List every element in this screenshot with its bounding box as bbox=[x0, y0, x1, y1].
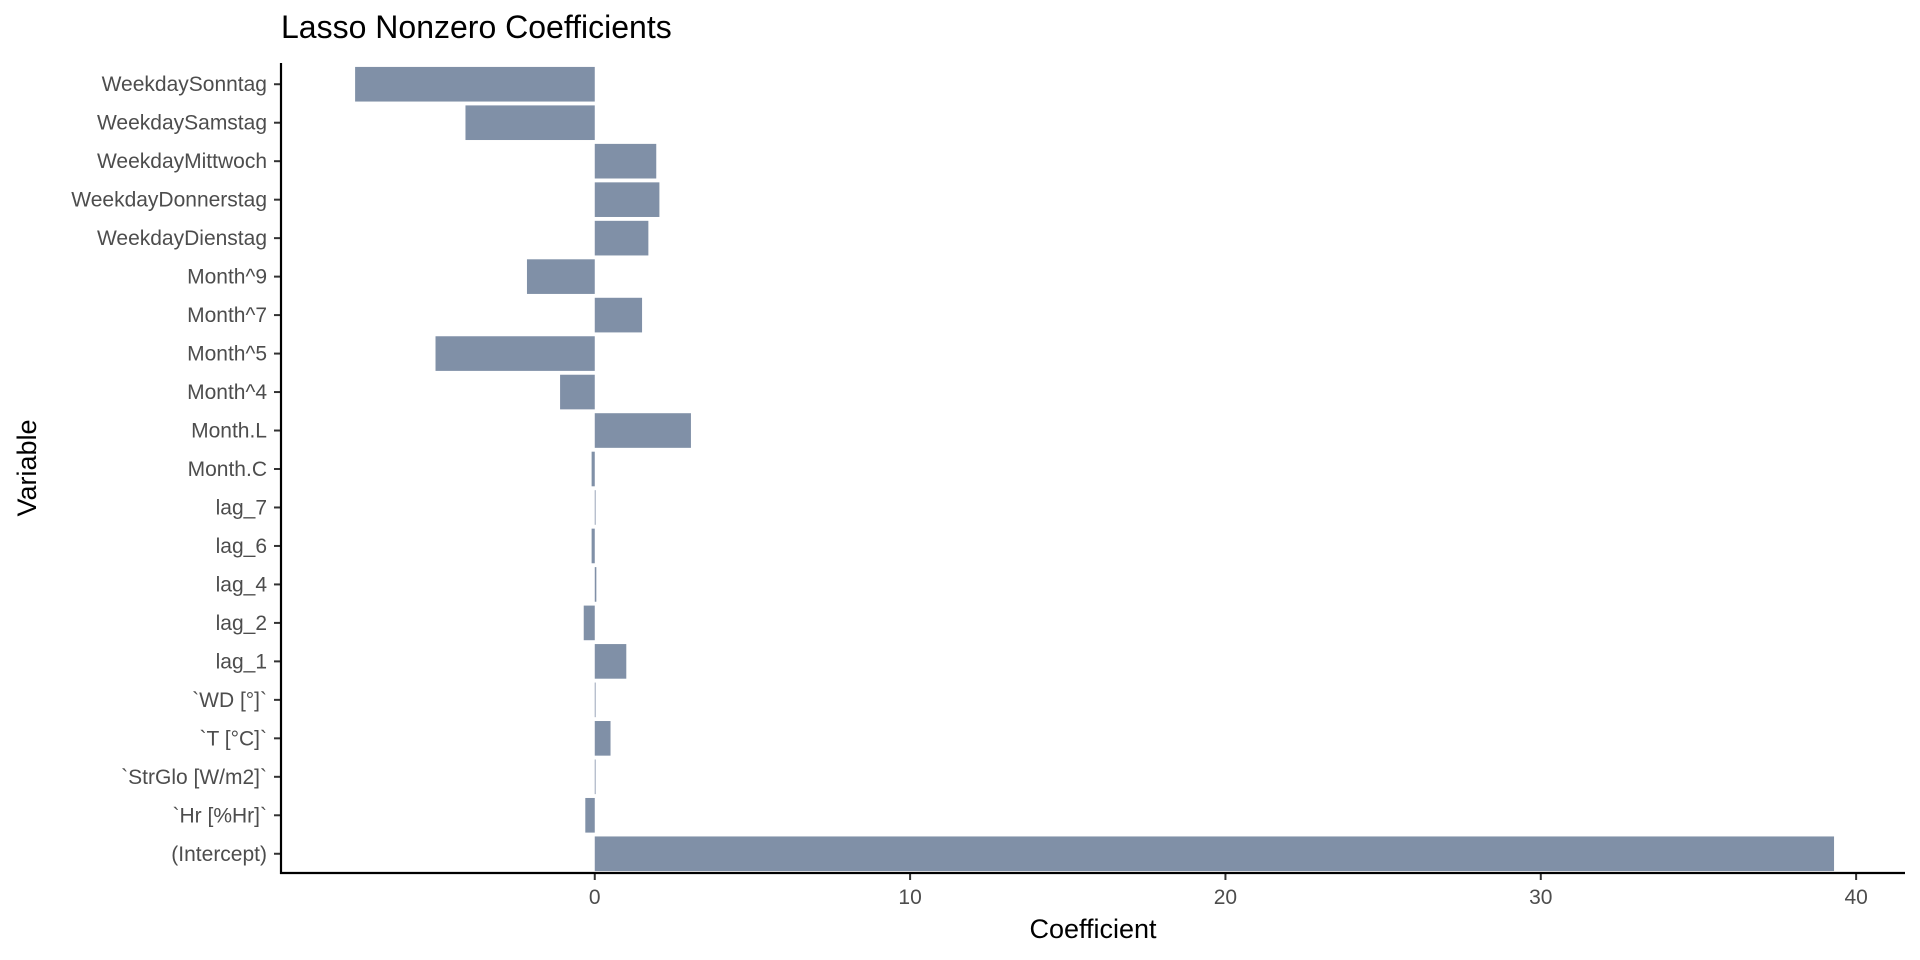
y-tick-label: `StrGlo [W/m2]` bbox=[121, 766, 267, 789]
bar-wd bbox=[594, 682, 596, 718]
bars-group bbox=[355, 66, 1835, 872]
bar-weekdaydonnerstag bbox=[594, 182, 660, 217]
y-tick-label: lag_2 bbox=[216, 612, 267, 635]
y-tick-label: Month.C bbox=[188, 458, 267, 481]
y-tick-label: WeekdayDienstag bbox=[97, 227, 267, 250]
x-axis-title: Coefficient bbox=[1029, 914, 1157, 944]
bar-month-7 bbox=[594, 297, 643, 333]
y-tick-label: WeekdayDonnerstag bbox=[71, 189, 267, 212]
x-tick-label: 10 bbox=[898, 886, 921, 909]
x-axis-ticks: 0 10 20 30 40 bbox=[589, 873, 1868, 909]
x-tick-label: 0 bbox=[589, 886, 601, 909]
y-tick-label: lag_4 bbox=[216, 573, 268, 596]
x-tick-label: 40 bbox=[1844, 886, 1867, 909]
bar-lag-7 bbox=[594, 490, 596, 525]
bar-t-c bbox=[594, 721, 611, 756]
bar-lag-2 bbox=[583, 605, 595, 641]
bar-month-l bbox=[594, 413, 691, 448]
y-tick-label: `T [°C]` bbox=[199, 727, 267, 750]
y-tick-label: Month^9 bbox=[187, 266, 267, 289]
y-axis-title: Variable bbox=[12, 419, 42, 516]
chart-title: Lasso Nonzero Coefficients bbox=[281, 9, 672, 45]
y-tick-label: Month^5 bbox=[187, 343, 267, 366]
bar-intercept bbox=[594, 836, 1835, 872]
bar-month-5 bbox=[435, 336, 595, 371]
y-tick-label: Month^7 bbox=[187, 304, 267, 327]
bar-weekdaydienstag bbox=[594, 220, 649, 256]
y-tick-label: (Intercept) bbox=[171, 843, 267, 866]
y-tick-label: lag_1 bbox=[216, 650, 267, 673]
bar-hr-hr bbox=[585, 797, 595, 833]
x-tick-label: 30 bbox=[1529, 886, 1552, 909]
y-tick-label: lag_6 bbox=[216, 535, 267, 558]
y-tick-label: Month.L bbox=[191, 420, 267, 443]
bar-lag-4 bbox=[594, 567, 597, 602]
bar-lag-6 bbox=[591, 528, 595, 564]
bar-weekdaysamstag bbox=[465, 105, 595, 141]
y-tick-label: WeekdaySonntag bbox=[102, 73, 267, 96]
y-tick-label: WeekdaySamstag bbox=[97, 112, 267, 135]
bar-month-c bbox=[591, 451, 595, 487]
bar-weekdaymittwoch bbox=[594, 143, 657, 179]
bar-weekdaysonntag bbox=[355, 66, 595, 102]
bar-month-9 bbox=[526, 259, 595, 294]
bar-month-4 bbox=[560, 374, 595, 410]
y-tick-label: Month^4 bbox=[187, 381, 267, 404]
y-tick-label: `Hr [%Hr]` bbox=[173, 804, 267, 827]
bar-lag-1 bbox=[594, 644, 627, 679]
y-tick-label: WeekdayMittwoch bbox=[97, 150, 267, 173]
bar-strglo-w-m2 bbox=[594, 759, 596, 795]
y-tick-label: `WD [°]` bbox=[192, 689, 267, 712]
y-tick-label: lag_7 bbox=[216, 496, 267, 519]
x-tick-label: 20 bbox=[1214, 886, 1237, 909]
y-axis-ticks: WeekdaySonntag WeekdaySamstag WeekdayMittw… bbox=[71, 73, 281, 866]
